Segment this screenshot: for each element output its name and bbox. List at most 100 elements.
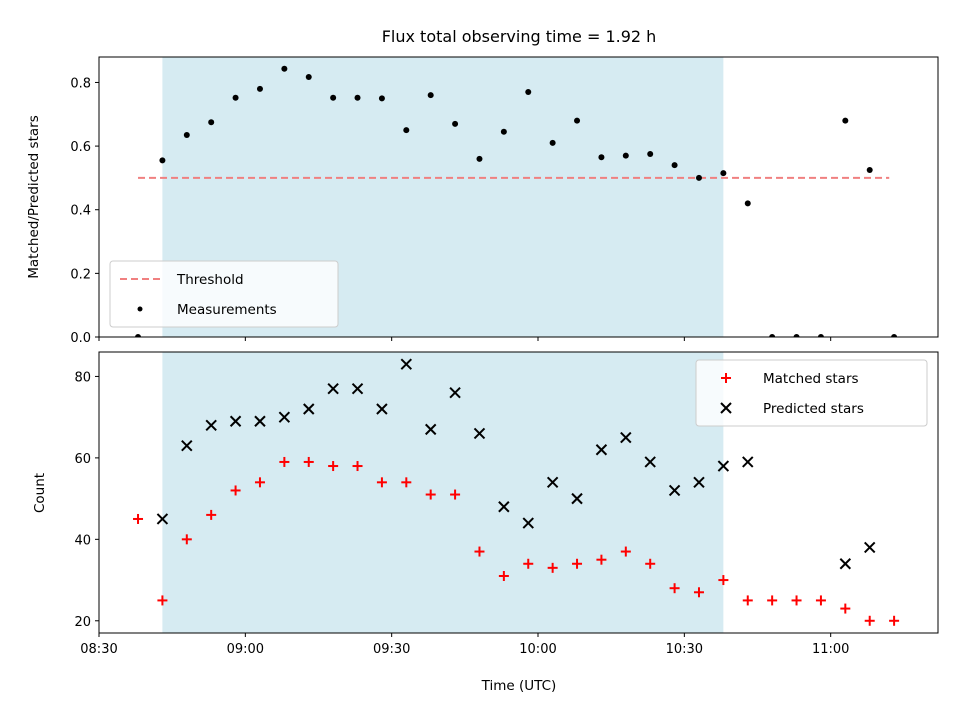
measurement-point bbox=[427, 92, 434, 99]
predicted-star-point bbox=[498, 501, 510, 513]
x-tick-label: 10:30 bbox=[666, 642, 703, 657]
top-y-axis-label: Matched/Predicted stars bbox=[26, 115, 42, 278]
measurement-point bbox=[256, 85, 263, 92]
legend-item: Threshold bbox=[120, 272, 244, 288]
measurement-point bbox=[500, 128, 507, 135]
matched-star-point bbox=[815, 595, 826, 606]
legend-label: Measurements bbox=[177, 302, 277, 318]
matched-star-point bbox=[669, 583, 680, 594]
legend-label: Matched stars bbox=[763, 371, 859, 387]
matched-star-point bbox=[133, 513, 144, 524]
matched-star-point bbox=[864, 615, 875, 626]
matched-star-point bbox=[401, 477, 412, 488]
x-tick-label: 09:30 bbox=[373, 642, 410, 657]
matched-star-point bbox=[718, 575, 729, 586]
measurement-point bbox=[354, 94, 361, 101]
predicted-star-point bbox=[546, 476, 559, 489]
measurement-point bbox=[817, 334, 824, 337]
measurement-point bbox=[671, 162, 678, 169]
matched-star-point bbox=[596, 554, 607, 565]
matched-star-point bbox=[547, 562, 558, 573]
matched-star-point bbox=[181, 534, 192, 545]
matched-star-point bbox=[328, 461, 339, 472]
predicted-star-point bbox=[595, 444, 608, 456]
measurement-point bbox=[647, 151, 654, 158]
top-y-tick-label: 0.2 bbox=[70, 267, 91, 282]
matched-star-point bbox=[620, 546, 631, 557]
predicted-star-point bbox=[620, 431, 632, 444]
top-y-tick-label: 0.4 bbox=[70, 204, 91, 219]
measurement-point bbox=[622, 152, 629, 159]
measurement-point bbox=[598, 154, 605, 161]
matched-star-point bbox=[693, 587, 704, 598]
top-y-tick-label: 0.0 bbox=[70, 331, 91, 346]
predicted-star-point bbox=[205, 419, 217, 432]
matched-star-point bbox=[840, 603, 851, 614]
matched-star-point bbox=[474, 546, 485, 557]
predicted-star-point bbox=[864, 541, 876, 554]
legend-matched-marker bbox=[721, 373, 731, 383]
legend-label: Predicted stars bbox=[763, 401, 864, 417]
predicted-star-point bbox=[522, 517, 534, 529]
measurement-point bbox=[720, 170, 727, 177]
predicted-star-point bbox=[327, 382, 339, 395]
bottom-plot-area bbox=[133, 352, 900, 633]
predicted-star-point bbox=[351, 382, 364, 395]
predicted-star-point bbox=[742, 456, 754, 468]
bottom-y-tick-label: 20 bbox=[74, 615, 91, 630]
predicted-star-point bbox=[668, 484, 681, 497]
matched-star-point bbox=[791, 595, 802, 606]
x-tick-label: 10:00 bbox=[519, 642, 556, 657]
bottom-observing-span bbox=[162, 352, 724, 633]
bottom-y-tick-label: 80 bbox=[74, 370, 91, 385]
measurement-point bbox=[159, 157, 166, 164]
measurement-point bbox=[183, 131, 190, 138]
matched-star-point bbox=[279, 456, 290, 467]
matched-star-point bbox=[767, 595, 778, 606]
legend-label: Threshold bbox=[176, 272, 244, 288]
top-axes-frame bbox=[98, 56, 939, 338]
measurement-point bbox=[476, 155, 483, 162]
matched-star-point bbox=[303, 456, 314, 467]
measurement-point bbox=[208, 119, 215, 126]
matched-star-point bbox=[889, 615, 900, 626]
matched-star-point bbox=[230, 485, 241, 496]
measurement-point bbox=[842, 117, 849, 124]
measurement-point bbox=[305, 74, 312, 81]
measurement-point bbox=[793, 334, 800, 337]
measurement-point bbox=[574, 117, 581, 124]
bottom-legend: Matched stars Predicted stars bbox=[695, 359, 928, 427]
predicted-star-point bbox=[644, 456, 656, 468]
bottom-y-tick-label: 40 bbox=[74, 533, 91, 548]
x-axis-label: Time (UTC) bbox=[481, 678, 557, 694]
matched-star-point bbox=[450, 489, 461, 500]
bottom-y-tick-label: 60 bbox=[74, 452, 91, 467]
predicted-star-point bbox=[376, 403, 388, 415]
predicted-star-point bbox=[254, 415, 266, 427]
x-tick-label: 08:30 bbox=[80, 642, 117, 657]
measurement-point bbox=[135, 334, 142, 337]
predicted-star-point bbox=[424, 423, 437, 436]
measurement-point bbox=[525, 89, 532, 95]
top-y-tick-label: 0.6 bbox=[70, 140, 91, 155]
measurement-point bbox=[403, 127, 410, 134]
matched-star-point bbox=[523, 558, 534, 569]
matched-star-point bbox=[742, 595, 753, 606]
predicted-star-point bbox=[229, 415, 242, 427]
measurement-point bbox=[866, 166, 873, 173]
predicted-star-point bbox=[717, 460, 730, 472]
x-tick-label: 09:00 bbox=[227, 642, 264, 657]
matched-star-point bbox=[645, 558, 656, 569]
measurement-point bbox=[695, 174, 702, 181]
matched-star-point bbox=[498, 570, 509, 581]
measurement-point bbox=[378, 95, 385, 102]
matched-star-point bbox=[352, 461, 363, 472]
predicted-star-point bbox=[473, 427, 486, 440]
measurement-point bbox=[330, 94, 337, 101]
predicted-star-point bbox=[181, 439, 193, 452]
measurement-point bbox=[452, 120, 459, 127]
matched-star-point bbox=[376, 477, 387, 488]
legend-item: Predicted stars bbox=[720, 401, 864, 417]
measurement-point bbox=[769, 334, 776, 337]
x-tick-label: 11:00 bbox=[812, 642, 849, 657]
